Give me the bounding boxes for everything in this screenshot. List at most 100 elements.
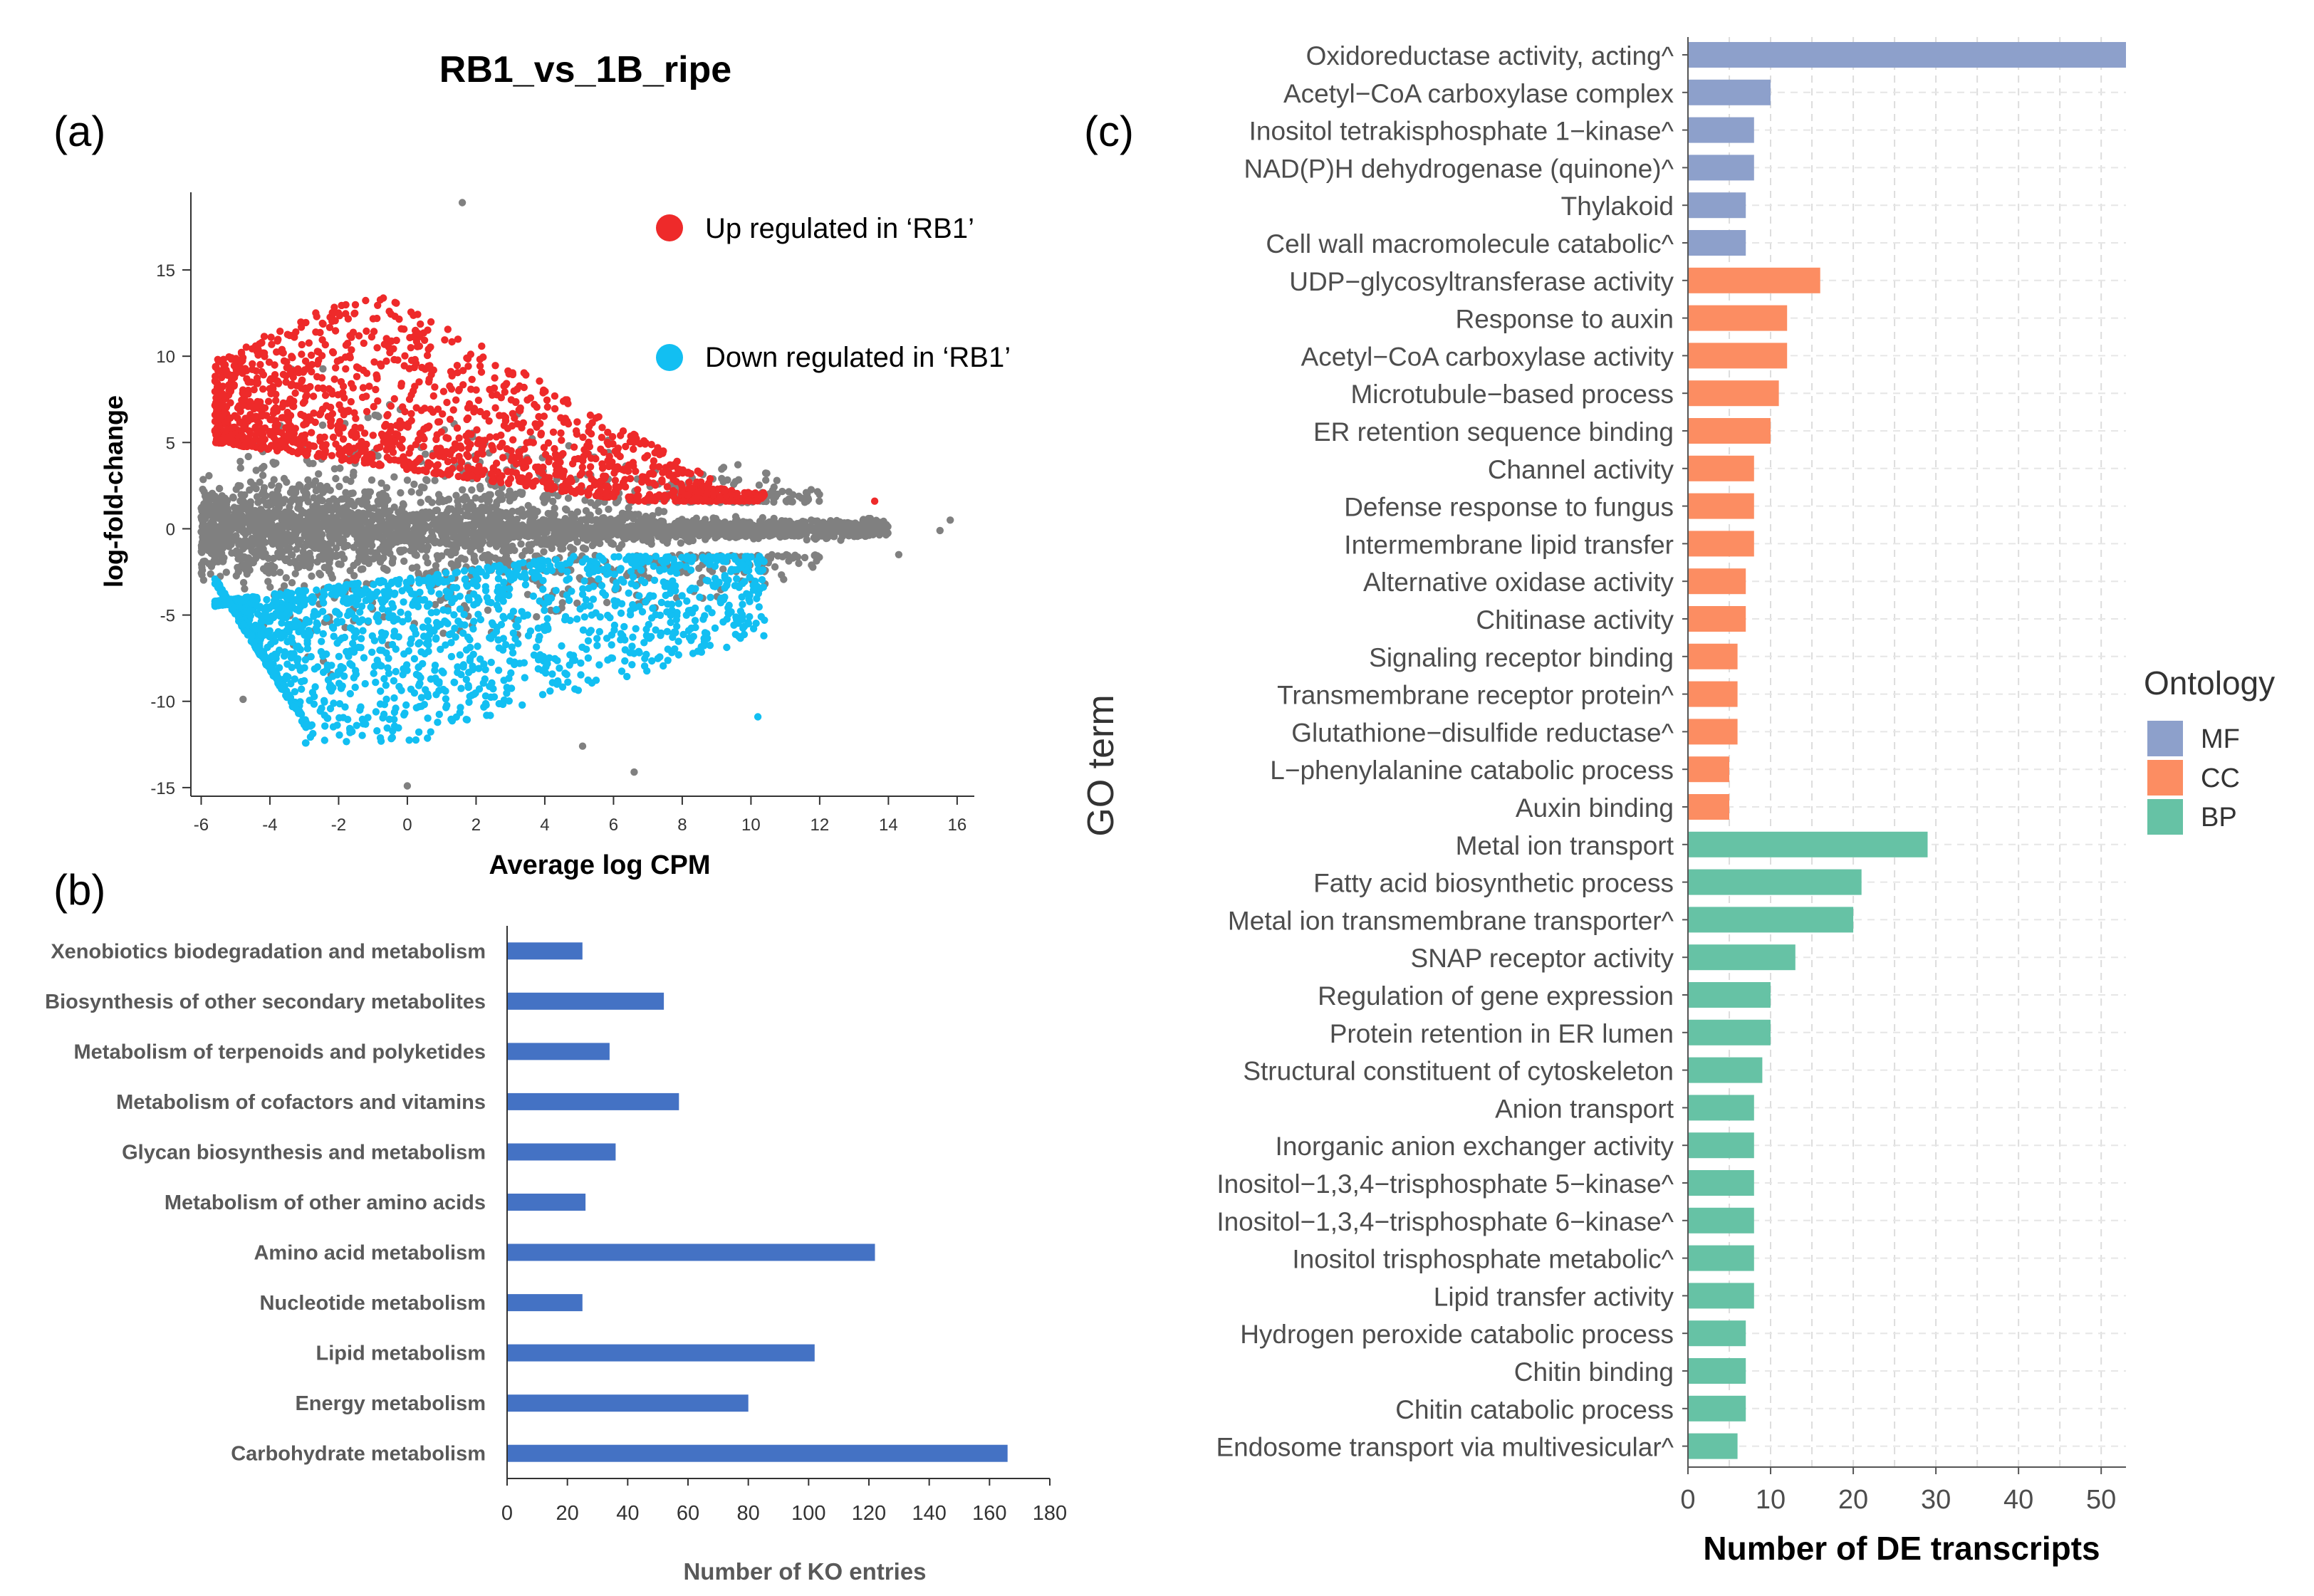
ma-point-up [685, 484, 693, 492]
ma-point-up [509, 436, 517, 444]
ma-point-ns [762, 476, 770, 484]
ma-point-up [387, 402, 395, 410]
ma-point-ns [533, 612, 541, 621]
ma-point-up [320, 385, 328, 393]
ma-point-up [518, 474, 526, 482]
ma-point-ns [364, 555, 372, 563]
ma-point-up [612, 482, 620, 491]
ma-point-up [478, 342, 486, 350]
ma-point-ns [719, 464, 728, 471]
ma-point-up [424, 424, 432, 432]
ma-point-ns [306, 459, 313, 467]
ma-point-ns [687, 535, 694, 543]
ma-point-ns [382, 548, 390, 556]
ma-point-up [501, 388, 509, 396]
ma-point-up [313, 360, 322, 368]
ma-point-ns [506, 487, 514, 495]
ma-point-ns [651, 526, 659, 534]
ma-point-up [532, 463, 540, 471]
ma-point-up [574, 454, 582, 463]
ma-point-up [585, 427, 593, 436]
ma-point-ns [231, 518, 239, 526]
ma-point-up [335, 429, 343, 437]
ma-point-ns [315, 470, 323, 478]
ma-point-ns [229, 494, 237, 502]
ma-point-up [350, 409, 358, 417]
ma-point-ns [677, 539, 685, 547]
ma-point-ns [414, 522, 422, 530]
ma-point-up [459, 367, 467, 375]
ma-point-ns [546, 517, 554, 525]
ma-point-ns [232, 547, 241, 555]
ma-point-up [419, 442, 427, 451]
ma-point-up [298, 432, 306, 440]
ma-point-up [396, 417, 404, 425]
ma-point-up [385, 437, 393, 445]
ma-point-ns [217, 537, 225, 545]
ma-point-ns [485, 496, 493, 504]
ma-point-up [596, 486, 604, 495]
ma-point-ns [204, 546, 212, 555]
ma-point-up [309, 442, 317, 450]
ma-point-down [382, 682, 390, 689]
ma-point-ns [778, 571, 786, 579]
ma-point-ns [316, 570, 323, 578]
ma-point-ns [805, 525, 813, 533]
ma-point-ns [254, 537, 262, 545]
ma-point-up [703, 489, 711, 497]
ma-point-up [359, 384, 368, 392]
ma-point-up [303, 391, 311, 400]
ma-point-up [224, 370, 231, 377]
ma-point-ns [397, 489, 405, 497]
ma-point-ns [205, 471, 213, 480]
ma-point-ns [524, 528, 533, 536]
ma-point-up [290, 397, 298, 405]
ma-point-ns [347, 477, 355, 485]
ma-point-up [213, 407, 221, 415]
ma-point-up [397, 325, 405, 333]
ma-point-ns [422, 450, 429, 458]
ma-point-ns [415, 489, 423, 496]
ma-point-ns [333, 499, 340, 506]
ma-point-ns [446, 541, 454, 548]
ma-point-up [423, 351, 432, 360]
ma-point-up [326, 403, 335, 412]
ma-point-up [463, 415, 471, 424]
ma-point-up [678, 487, 686, 495]
ma-point-ns [334, 526, 342, 533]
ma-point-up [650, 479, 657, 487]
ma-point-up [264, 397, 273, 405]
ma-point-ns [311, 477, 320, 485]
ma-point-ns [225, 533, 233, 541]
ma-point-up [307, 351, 316, 359]
ma-point-up [401, 407, 409, 416]
ma-point-up [592, 454, 600, 463]
ma-point-up [360, 339, 368, 348]
ma-point-up [397, 380, 405, 387]
ma-point-up [412, 338, 421, 345]
ma-point-up [256, 360, 264, 369]
ma-point-up [424, 462, 432, 471]
ma-point-up [544, 439, 553, 447]
ma-point-up [412, 404, 420, 412]
ma-point-up [321, 391, 330, 400]
ma-point-ns [376, 545, 384, 553]
ma-point-ns [248, 508, 256, 516]
ma-point-ns [862, 524, 870, 532]
ma-point-up [298, 376, 306, 384]
ma-point-ns [234, 524, 241, 533]
ma-point-up [270, 405, 278, 414]
ma-point-up [512, 469, 521, 477]
ma-point-ns [506, 546, 514, 555]
ma-point-up [258, 412, 266, 420]
ma-point-ns [540, 548, 548, 556]
ma-point-up [332, 364, 340, 372]
ma-point-ns [514, 528, 522, 537]
ma-point-up [580, 446, 588, 454]
ma-point-ns [371, 411, 379, 419]
ma-point-ns [486, 491, 494, 499]
ma-point-ns [258, 464, 266, 472]
ma-point-up [491, 362, 499, 370]
ma-point-up [240, 442, 248, 451]
ma-point-ns [388, 521, 396, 529]
